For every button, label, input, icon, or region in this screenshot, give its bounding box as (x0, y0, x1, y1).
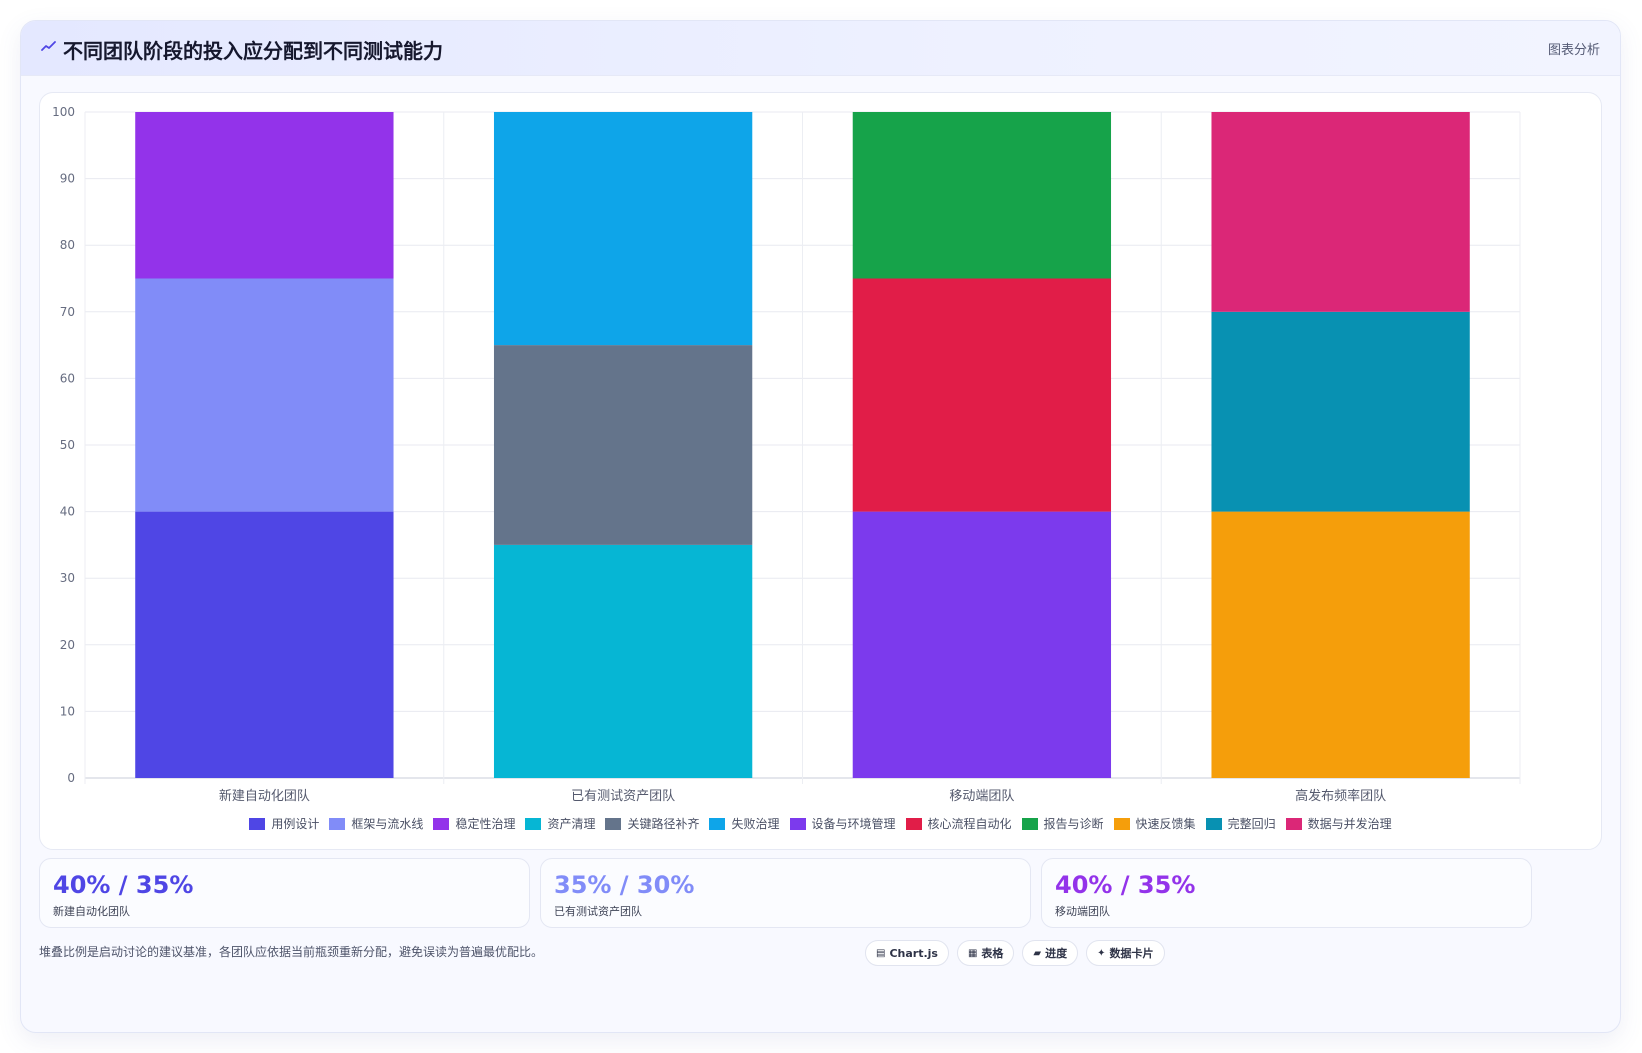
legend-swatch (1205, 817, 1222, 830)
y-tick-label: 100 (52, 105, 75, 119)
chart-legend: 用例设计 框架与流水线 稳定性治理 资产清理 关键路径补齐 失败治理 设备与环境管理 核心流程… (40, 815, 1601, 832)
table-icon: ▦ (967, 947, 978, 959)
y-tick-label: 60 (60, 371, 75, 385)
legend-item[interactable]: 稳定性治理 (433, 815, 515, 832)
pill-progress[interactable]: ▰ 进度 (1022, 940, 1079, 966)
legend-swatch (605, 817, 622, 830)
stat-value: 40% / 35% (53, 871, 194, 899)
bar-segment (493, 112, 753, 346)
legend-label: 关键路径补齐 (627, 817, 700, 831)
chart-card: 不同团队阶段的投入应分配到不同测试能力 图表分析 0 10 20 30 40 50 60 70… (20, 20, 1621, 1033)
trend-line-icon (41, 41, 56, 51)
bar-segment (493, 544, 753, 778)
card-header: 不同团队阶段的投入应分配到不同测试能力 图表分析 (21, 21, 1620, 76)
legend-label: 稳定性治理 (455, 817, 516, 831)
stat-card: 40% / 35% 新建自动化团队 (39, 858, 530, 928)
stat-card: 40% / 35% 移动端团队 (1041, 858, 1532, 928)
legend-item[interactable]: 报告与诊断 (1021, 815, 1104, 832)
progress-icon: ▰ (1033, 947, 1042, 959)
legend-item[interactable]: 完整回归 (1205, 815, 1276, 832)
legend-swatch (709, 817, 726, 830)
pill-label: Chart.js (889, 946, 938, 960)
bar-segment (135, 112, 394, 279)
stat-value: 40% / 35% (1055, 871, 1196, 899)
legend-label: 完整回归 (1227, 817, 1276, 831)
y-tick-label: 70 (60, 305, 75, 319)
legend-label: 快速反馈集 (1135, 817, 1196, 831)
legend-label: 数据与并发治理 (1307, 817, 1392, 831)
y-tick-label: 0 (67, 771, 75, 785)
legend-item[interactable]: 框架与流水线 (329, 815, 423, 832)
y-tick-label: 80 (60, 238, 75, 252)
bar-segment (135, 278, 394, 512)
bar-segment (1211, 311, 1470, 512)
legend-swatch (905, 817, 922, 830)
bar-segment (1211, 112, 1470, 312)
footer-note: 堆叠比例是启动讨论的建议基准，各团队应依据当前瓶颈重新分配，避免误读为普遍最优配… (39, 945, 544, 959)
legend-item[interactable]: 用例设计 (249, 815, 319, 832)
y-tick-label: 50 (60, 438, 75, 452)
chart-icon: ▤ (876, 947, 886, 959)
page-title: 不同团队阶段的投入应分配到不同测试能力 (63, 39, 443, 63)
bar-segment (493, 345, 753, 545)
pill-data-cards[interactable]: ✦ 数据卡片 (1086, 940, 1165, 966)
x-tick-label: 高发布频率团队 (1295, 788, 1386, 804)
stat-label: 新建自动化团队 (53, 905, 130, 918)
legend-item[interactable]: 资产清理 (525, 815, 595, 832)
y-tick-label: 30 (60, 571, 75, 585)
legend-label: 框架与流水线 (351, 817, 424, 831)
x-tick-label: 移动端团队 (949, 789, 1014, 804)
legend-item[interactable]: 失败治理 (709, 815, 780, 832)
y-tick-label: 40 (60, 505, 75, 519)
legend-label: 失败治理 (731, 817, 780, 831)
legend-item[interactable]: 关键路径补齐 (605, 815, 699, 832)
section-tag: 图表分析 (1547, 43, 1600, 58)
pill-table[interactable]: ▦ 表格 (956, 940, 1015, 966)
bar-segment (852, 278, 1112, 512)
legend-swatch (249, 817, 266, 830)
legend-swatch (1021, 817, 1038, 830)
y-tick-label: 10 (60, 704, 75, 718)
pill-label: 进度 (1045, 947, 1068, 960)
legend-swatch (1285, 817, 1302, 830)
legend-item[interactable]: 核心流程自动化 (905, 815, 1012, 832)
legend-swatch (433, 817, 450, 830)
legend-swatch (1113, 817, 1130, 830)
pill-chartjs[interactable]: ▤ Chart.js (865, 940, 949, 966)
legend-item[interactable]: 数据与并发治理 (1285, 815, 1392, 832)
x-tick-label: 新建自动化团队 (219, 788, 310, 804)
pill-label: 数据卡片 (1109, 947, 1154, 960)
legend-swatch (329, 817, 346, 830)
legend-label: 用例设计 (271, 817, 320, 831)
legend-label: 报告与诊断 (1043, 817, 1104, 831)
stat-label: 已有测试资产团队 (554, 905, 642, 918)
stat-card: 35% / 30% 已有测试资产团队 (540, 858, 1031, 928)
chart-panel: 0 10 20 30 40 50 60 70 80 90 100 新建自动化团队 已有测试资产团队 移动端… (39, 92, 1602, 850)
bar-segment (135, 511, 394, 778)
y-tick-label: 90 (60, 172, 75, 186)
bar-segment (852, 511, 1112, 778)
bar-segment (852, 112, 1112, 279)
bar-segment (1211, 511, 1470, 778)
view-switcher: ▤ Chart.js ▦ 表格 ▰ 进度 ✦ 数据卡片 (865, 940, 1165, 966)
x-tick-label: 已有测试资产团队 (571, 789, 675, 804)
legend-label: 资产清理 (547, 817, 596, 831)
legend-swatch (525, 817, 542, 830)
legend-item[interactable]: 快速反馈集 (1113, 815, 1196, 832)
sparkle-icon: ✦ (1097, 947, 1106, 959)
stat-label: 移动端团队 (1055, 905, 1110, 918)
y-tick-label: 20 (60, 638, 75, 652)
legend-item[interactable]: 设备与环境管理 (789, 815, 896, 832)
stat-cards: 40% / 35% 新建自动化团队 35% / 30% 已有测试资产团队 40%… (39, 858, 1602, 928)
legend-label: 核心流程自动化 (927, 817, 1012, 831)
stacked-bar-chart: 0 10 20 30 40 50 60 70 80 90 100 新建自动化团队 已有测试资产团队 移动端… (52, 105, 1521, 804)
pill-label: 表格 (981, 947, 1004, 960)
stat-value: 35% / 30% (554, 871, 695, 899)
legend-label: 设备与环境管理 (811, 817, 896, 831)
legend-swatch (789, 817, 806, 830)
